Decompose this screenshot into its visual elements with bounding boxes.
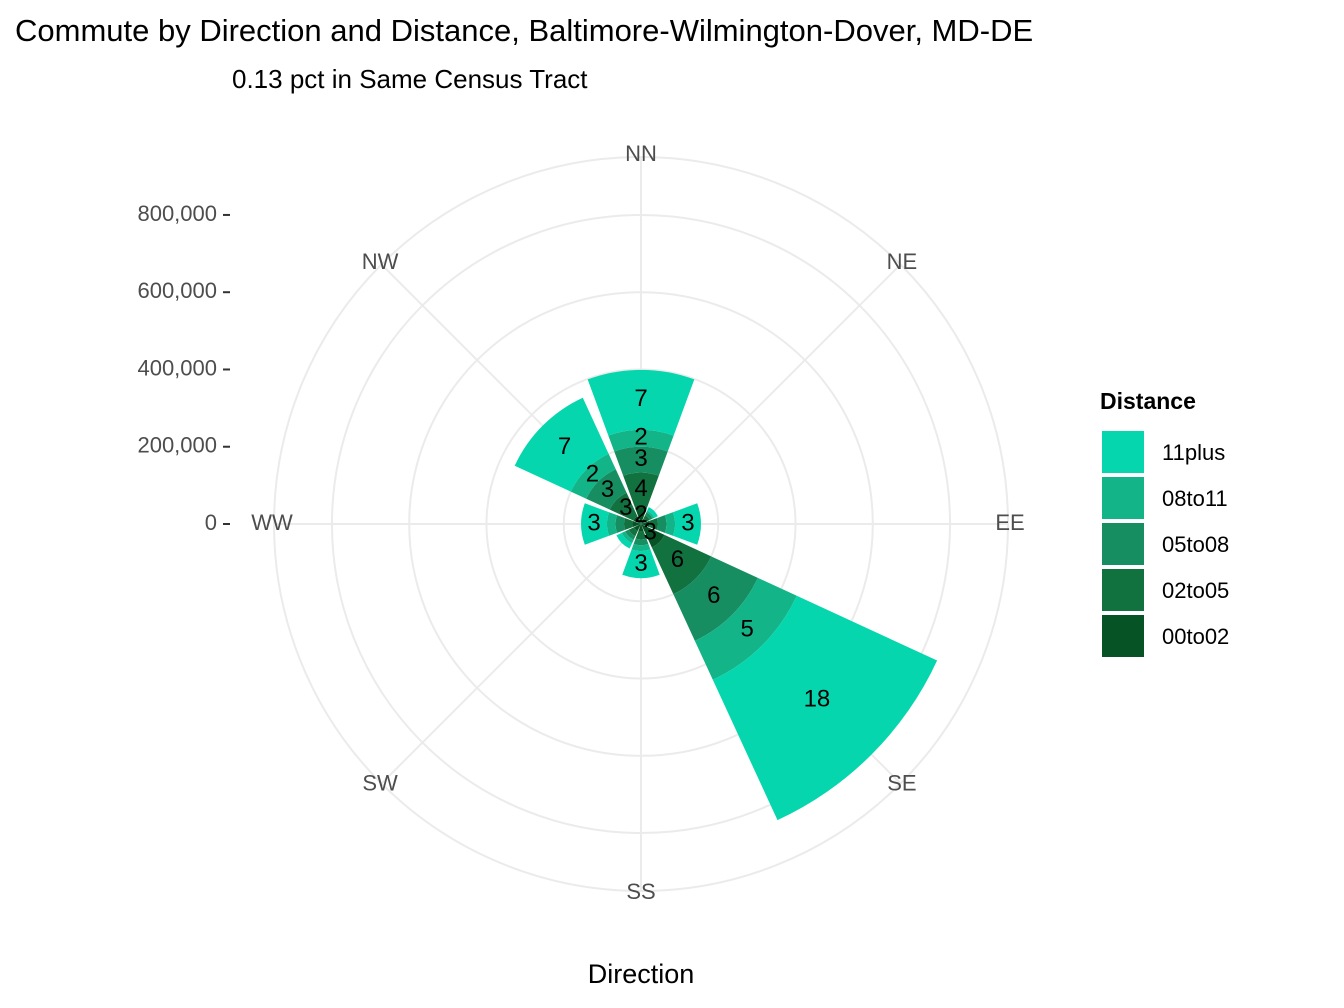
bar-segment	[638, 524, 644, 532]
y-tick-label: 0	[205, 510, 217, 535]
bar-segment	[656, 515, 667, 533]
legend-title: Distance	[1100, 388, 1196, 414]
legend-label: 11plus	[1162, 440, 1225, 465]
segment-label: 3	[587, 509, 600, 536]
legend-key	[1102, 615, 1144, 657]
bar-segment	[581, 503, 610, 545]
y-tick-label: 800,000	[137, 201, 217, 226]
direction-label: WW	[251, 510, 293, 535]
bar-segment	[615, 515, 626, 533]
bar-segment	[625, 529, 636, 540]
bar-segment	[672, 503, 701, 545]
direction-label: EE	[995, 510, 1024, 535]
chart-title: Commute by Direction and Distance, Balti…	[15, 13, 1033, 48]
legend-key	[1102, 523, 1144, 565]
bar-segment	[641, 518, 647, 524]
bar-segment	[673, 556, 758, 641]
legend-label: 00to02	[1162, 624, 1229, 649]
bar-segment	[631, 543, 651, 552]
direction-label: SW	[362, 771, 398, 796]
bar-segment	[647, 507, 658, 518]
segment-label: 6	[707, 582, 720, 609]
segment-label: 2	[634, 501, 647, 528]
bar-segment	[635, 507, 647, 524]
y-tick-label: 400,000	[137, 355, 217, 380]
segment-label: 6	[671, 546, 684, 573]
bar-segment	[586, 469, 627, 510]
segment-label: 3	[681, 509, 694, 536]
segment-label: 5	[740, 615, 753, 642]
bar-segment	[616, 532, 633, 549]
bar-segment	[570, 453, 616, 499]
bar-segment	[633, 538, 649, 546]
grid-spoke	[640, 263, 902, 525]
bar-segment	[514, 397, 609, 492]
bar-segment	[614, 446, 668, 476]
bar-segment	[641, 521, 650, 527]
chart-subtitle: 0.13 pct in Same Census Tract	[232, 64, 588, 94]
bar-segment	[712, 595, 938, 821]
bar-segment	[646, 510, 655, 519]
segment-label: 2	[634, 424, 647, 451]
segment-label: 7	[558, 433, 571, 460]
segment-label: 3	[619, 494, 632, 521]
bar-segment	[648, 518, 658, 530]
bar-segment	[651, 534, 712, 595]
segment-label: 2	[586, 461, 599, 488]
segment-label: 3	[634, 445, 647, 472]
bar-segment	[628, 527, 638, 537]
direction-label: NE	[887, 249, 918, 274]
bar-segment	[622, 549, 660, 579]
y-tick-label: 600,000	[137, 278, 217, 303]
direction-label: NW	[362, 249, 399, 274]
bar-segment	[635, 531, 647, 540]
legend-key	[1102, 477, 1144, 519]
bar-segment	[643, 515, 650, 522]
bar-segment	[607, 512, 618, 536]
bar-segment	[641, 524, 665, 548]
bar-segment	[587, 369, 695, 436]
segment-label: 3	[643, 518, 656, 545]
legend-label: 02to05	[1162, 578, 1229, 603]
bar-segment	[664, 512, 675, 536]
segment-label: 7	[634, 385, 647, 412]
bar-segment	[694, 577, 797, 680]
direction-label: SS	[626, 879, 655, 904]
legend-key	[1102, 431, 1144, 473]
bar-segment	[632, 521, 641, 527]
legend-label: 08to11	[1162, 486, 1228, 511]
bar-segment	[645, 512, 653, 520]
y-tick-label: 200,000	[137, 433, 217, 458]
bar-segment	[623, 472, 659, 509]
bar-segment	[621, 531, 634, 544]
segment-label: 3	[634, 550, 647, 577]
direction-label: NN	[625, 141, 657, 166]
grid-spoke	[380, 523, 642, 785]
direction-label: SE	[887, 771, 916, 796]
segment-label: 18	[804, 685, 831, 712]
bar-segment	[608, 429, 674, 452]
bar-segment	[609, 492, 638, 521]
segment-label: 4	[634, 475, 647, 502]
legend-label: 05to08	[1162, 532, 1229, 557]
x-axis-title: Direction	[588, 959, 695, 989]
segment-label: 3	[601, 476, 614, 503]
legend-key	[1102, 569, 1144, 611]
bar-segment	[624, 518, 634, 530]
bar-segment	[633, 524, 641, 532]
bar-segment	[633, 516, 641, 524]
